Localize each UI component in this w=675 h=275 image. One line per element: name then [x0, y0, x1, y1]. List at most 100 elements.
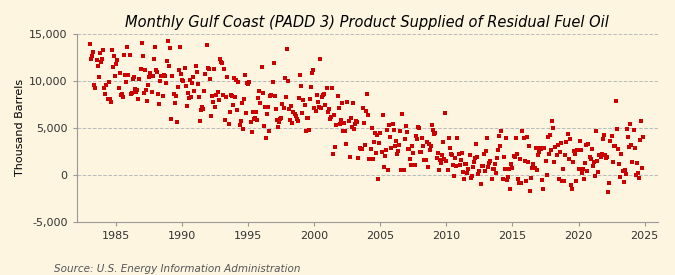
Point [475, 182, 486, 186]
Point [495, 143, 506, 148]
Point [485, 159, 496, 163]
Point [112, 58, 123, 62]
Point [209, 67, 219, 71]
Point [222, 75, 233, 79]
Point [393, 149, 404, 154]
Point [221, 95, 232, 100]
Point [545, 133, 556, 138]
Point [269, 94, 280, 99]
Point [178, 79, 189, 83]
Point [418, 144, 429, 148]
Point [389, 144, 400, 148]
Point [217, 92, 228, 97]
Point [591, 129, 601, 133]
Point [441, 159, 452, 163]
Point [524, 189, 535, 193]
Point [259, 124, 269, 128]
Point [86, 57, 97, 62]
Point [227, 103, 238, 108]
Point [225, 93, 236, 97]
Point [437, 152, 448, 157]
Point [203, 67, 214, 71]
Point [126, 92, 136, 96]
Point [329, 113, 340, 117]
Point [140, 68, 151, 72]
Point [238, 127, 248, 131]
Point [267, 80, 278, 84]
Point [281, 46, 292, 51]
Point [371, 151, 381, 156]
Point [377, 112, 388, 117]
Point [554, 150, 565, 154]
Point [430, 130, 441, 135]
Point [292, 117, 302, 122]
Point [161, 81, 171, 85]
Point [483, 164, 493, 169]
Point [250, 110, 261, 114]
Point [453, 152, 464, 156]
Point [477, 164, 488, 169]
Point [465, 175, 476, 180]
Point [279, 76, 290, 80]
Point [330, 144, 341, 149]
Point [414, 126, 425, 131]
Point [433, 168, 444, 172]
Point [472, 155, 483, 159]
Point [231, 78, 242, 83]
Text: Source: U.S. Energy Information Administration: Source: U.S. Energy Information Administ… [54, 264, 300, 274]
Point [500, 166, 510, 171]
Point [583, 142, 594, 147]
Point [208, 99, 219, 104]
Point [155, 79, 166, 83]
Point [614, 161, 624, 166]
Point [310, 109, 321, 113]
Point [625, 121, 636, 126]
Point [608, 160, 618, 164]
Point [360, 142, 371, 147]
Point [634, 176, 645, 180]
Point [145, 71, 156, 76]
Point [358, 121, 369, 126]
Point [223, 122, 234, 126]
Point [274, 120, 285, 125]
Point [435, 161, 446, 165]
Point [551, 153, 562, 157]
Point [188, 75, 198, 79]
Point [275, 117, 286, 121]
Point [518, 136, 529, 140]
Point [497, 177, 508, 181]
Point [211, 92, 222, 97]
Point [327, 86, 338, 90]
Point [236, 101, 247, 106]
Point [510, 135, 521, 140]
Point [354, 145, 365, 150]
Point [365, 147, 376, 151]
Point [590, 174, 601, 178]
Point [543, 152, 554, 156]
Point [425, 148, 435, 152]
Point [394, 143, 404, 148]
Point [110, 74, 121, 78]
Point [187, 81, 198, 85]
Point [443, 136, 454, 141]
Point [367, 157, 378, 162]
Point [491, 156, 502, 160]
Point [137, 53, 148, 58]
Point [468, 160, 479, 164]
Point [114, 71, 125, 76]
Point [266, 93, 277, 98]
Point [88, 49, 99, 54]
Point [91, 57, 102, 62]
Point [304, 97, 315, 101]
Point [498, 155, 509, 159]
Point [638, 135, 649, 139]
Point [587, 147, 597, 152]
Point [196, 105, 207, 109]
Point [297, 111, 308, 115]
Point [627, 160, 638, 164]
Point [105, 99, 116, 104]
Point [362, 92, 373, 96]
Point [93, 75, 104, 79]
Point [165, 46, 176, 50]
Point [92, 64, 103, 69]
